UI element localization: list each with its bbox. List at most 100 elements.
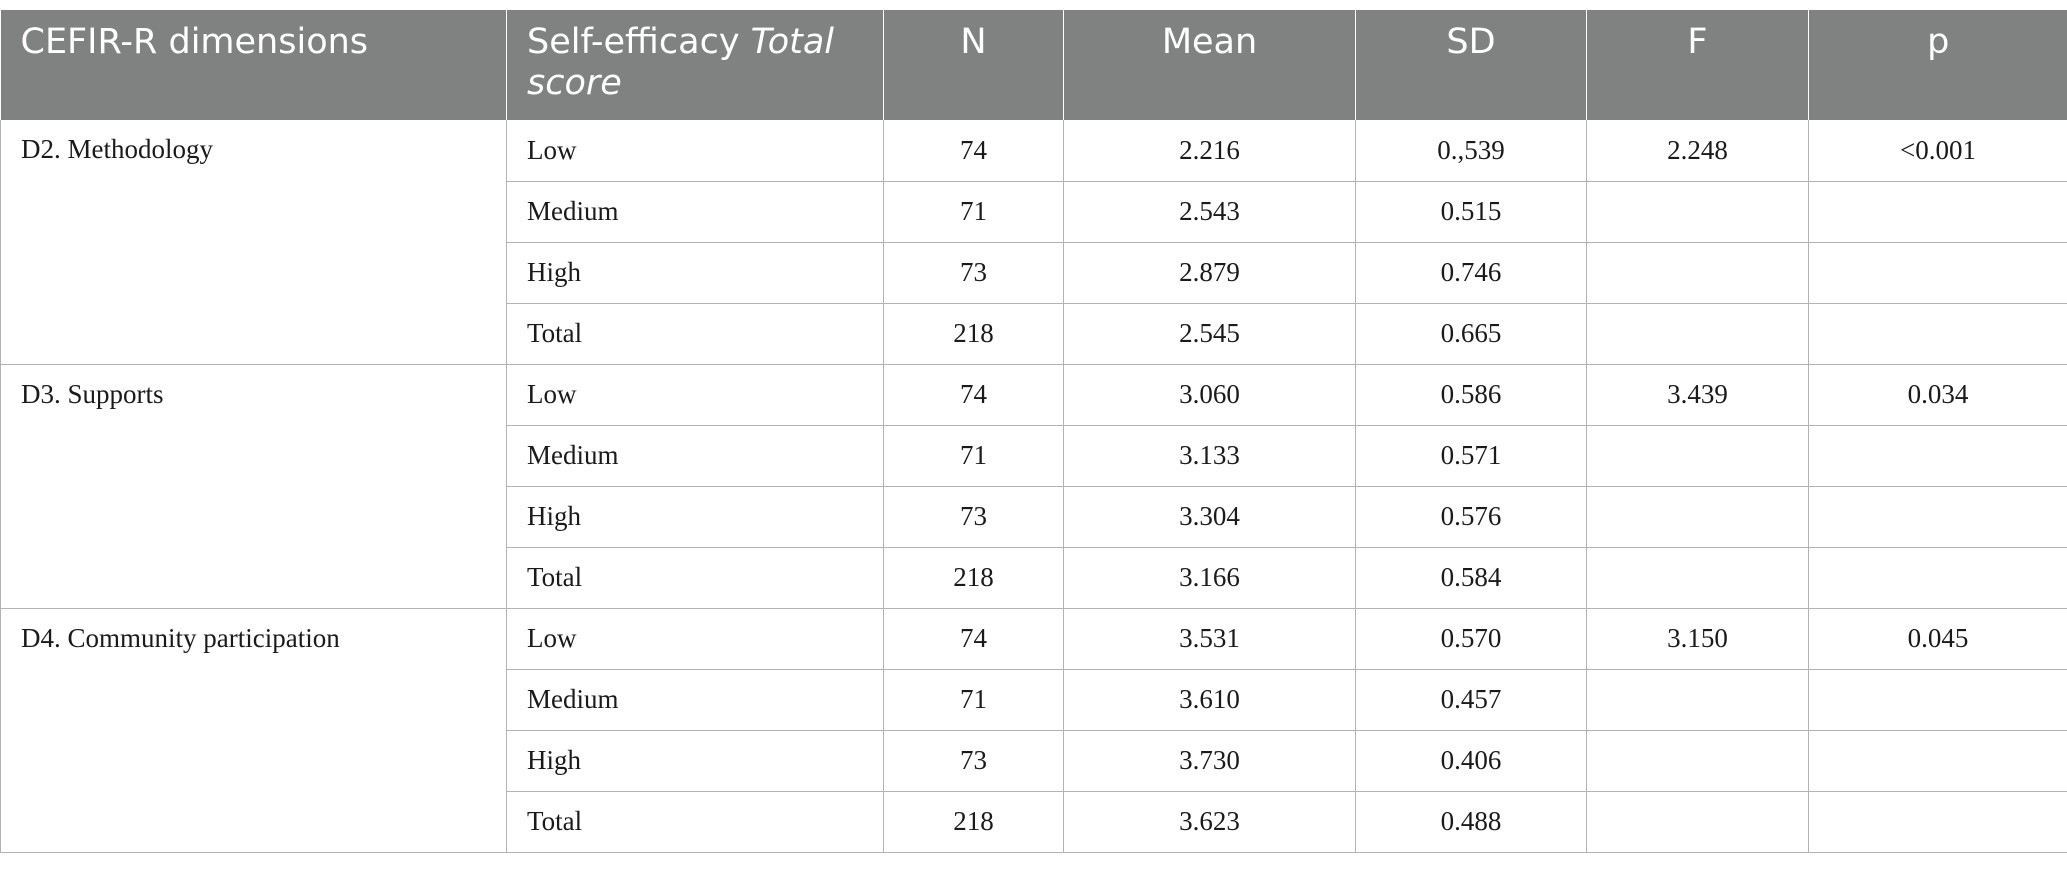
p-cell: 0.045 (1808, 608, 2067, 670)
f-cell: 3.439 (1586, 364, 1809, 426)
level-cell: Low (506, 608, 884, 670)
p-cell (1808, 242, 2067, 304)
sd-cell: 0.665 (1355, 303, 1587, 365)
f-cell (1586, 547, 1809, 609)
mean-cell: 2.543 (1063, 181, 1356, 243)
level-cell: Low (506, 120, 884, 182)
mean-cell: 3.133 (1063, 425, 1356, 487)
n-cell: 73 (883, 242, 1064, 304)
mean-cell: 2.545 (1063, 303, 1356, 365)
f-cell: 3.150 (1586, 608, 1809, 670)
table-row: D4. Community participation Low 74 3.531… (0, 608, 2067, 853)
f-cell (1586, 181, 1809, 243)
p-cell (1808, 791, 2067, 853)
table-row: Total 218 3.166 0.584 (1, 547, 2067, 609)
table-row: Total 218 3.623 0.488 (1, 791, 2067, 853)
level-cell: High (506, 730, 884, 792)
p-cell (1808, 425, 2067, 487)
sd-cell: 0.,539 (1355, 120, 1587, 182)
mean-cell: 3.623 (1063, 791, 1356, 853)
p-cell (1808, 547, 2067, 609)
header-self-efficacy: Self-efficacy Total score (506, 10, 884, 120)
mean-cell: 3.610 (1063, 669, 1356, 731)
table-row: Medium 71 3.133 0.571 (1, 425, 2067, 487)
sd-cell: 0.571 (1355, 425, 1587, 487)
header-n: N (883, 10, 1064, 120)
table-row: High 73 2.879 0.746 (1, 242, 2067, 304)
mean-cell: 2.216 (1063, 120, 1356, 182)
f-cell (1586, 242, 1809, 304)
sd-cell: 0.586 (1355, 364, 1587, 426)
table-body: D2. Methodology Low 74 2.216 0.,539 2.24… (0, 120, 2067, 853)
dimension-cell: D4. Community participation (0, 608, 507, 853)
table-row: High 73 3.730 0.406 (1, 730, 2067, 792)
level-cell: High (506, 242, 884, 304)
mean-cell: 3.531 (1063, 608, 1356, 670)
sd-cell: 0.488 (1355, 791, 1587, 853)
n-cell: 71 (883, 181, 1064, 243)
header-p: p (1808, 10, 2067, 120)
table-row: D2. Methodology Low 74 2.216 0.,539 2.24… (0, 120, 2067, 365)
p-cell (1808, 669, 2067, 731)
n-cell: 73 (883, 730, 1064, 792)
level-cell: High (506, 486, 884, 548)
level-cell: Medium (506, 181, 884, 243)
p-cell (1808, 181, 2067, 243)
f-cell (1586, 425, 1809, 487)
sd-cell: 0.746 (1355, 242, 1587, 304)
n-cell: 74 (883, 608, 1064, 670)
sd-cell: 0.584 (1355, 547, 1587, 609)
n-cell: 71 (883, 669, 1064, 731)
table-row: Medium 71 3.610 0.457 (1, 669, 2067, 731)
sd-cell: 0.457 (1355, 669, 1587, 731)
sd-cell: 0.570 (1355, 608, 1587, 670)
mean-cell: 3.730 (1063, 730, 1356, 792)
n-cell: 71 (883, 425, 1064, 487)
header-sd: SD (1355, 10, 1587, 120)
level-cell: Total (506, 547, 884, 609)
n-cell: 74 (883, 364, 1064, 426)
sd-cell: 0.576 (1355, 486, 1587, 548)
dimension-cell: D2. Methodology (0, 120, 507, 365)
sd-cell: 0.406 (1355, 730, 1587, 792)
n-cell: 218 (883, 791, 1064, 853)
table-row: High 73 3.304 0.576 (1, 486, 2067, 548)
anova-table: CEFIR-R dimensions Self-efficacy Total s… (0, 10, 2067, 853)
header-self-efficacy-plain: Self-efficacy (527, 22, 751, 62)
mean-cell: 3.060 (1063, 364, 1356, 426)
dimension-cell: D3. Supports (0, 364, 507, 609)
f-cell (1586, 303, 1809, 365)
header-dimensions: CEFIR-R dimensions (0, 10, 507, 120)
mean-cell: 2.879 (1063, 242, 1356, 304)
n-cell: 218 (883, 303, 1064, 365)
n-cell: 73 (883, 486, 1064, 548)
level-cell: Medium (506, 669, 884, 731)
f-cell: 2.248 (1586, 120, 1809, 182)
header-row: CEFIR-R dimensions Self-efficacy Total s… (0, 10, 2067, 120)
level-cell: Total (506, 791, 884, 853)
p-cell (1808, 730, 2067, 792)
table-row: Total 218 2.545 0.665 (1, 303, 2067, 365)
p-cell (1808, 486, 2067, 548)
p-cell: <0.001 (1808, 120, 2067, 182)
table-row: Medium 71 2.543 0.515 (1, 181, 2067, 243)
n-cell: 74 (883, 120, 1064, 182)
f-cell (1586, 669, 1809, 731)
level-cell: Medium (506, 425, 884, 487)
header-mean: Mean (1063, 10, 1356, 120)
p-cell (1808, 303, 2067, 365)
level-cell: Total (506, 303, 884, 365)
mean-cell: 3.166 (1063, 547, 1356, 609)
level-cell: Low (506, 364, 884, 426)
sd-cell: 0.515 (1355, 181, 1587, 243)
n-cell: 218 (883, 547, 1064, 609)
f-cell (1586, 791, 1809, 853)
f-cell (1586, 730, 1809, 792)
header-self-efficacy-italic: Total score (527, 22, 835, 103)
table-header: CEFIR-R dimensions Self-efficacy Total s… (0, 10, 2067, 120)
table-row: D3. Supports Low 74 3.060 0.586 3.439 0.… (0, 364, 2067, 609)
p-cell: 0.034 (1808, 364, 2067, 426)
mean-cell: 3.304 (1063, 486, 1356, 548)
header-f: F (1586, 10, 1809, 120)
f-cell (1586, 486, 1809, 548)
